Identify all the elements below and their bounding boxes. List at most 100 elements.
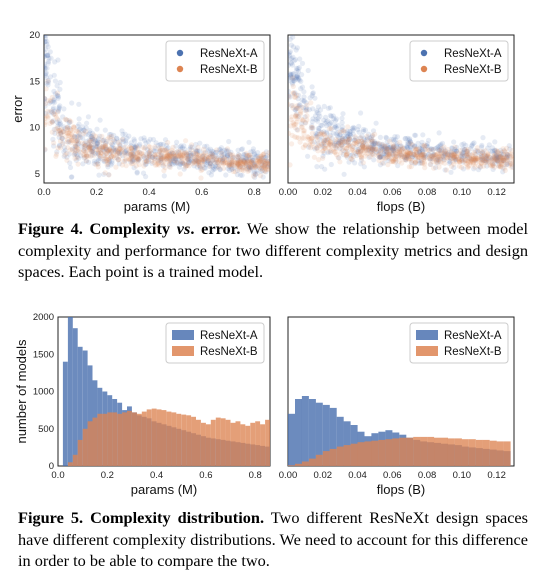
scatter-point	[178, 153, 184, 159]
scatter-point	[251, 150, 257, 156]
histogram-bar	[77, 346, 83, 466]
scatter-point	[214, 147, 220, 153]
scatter-point	[450, 152, 456, 159]
scatter-point	[55, 125, 61, 131]
scatter-point	[74, 155, 80, 161]
scatter-point	[165, 152, 171, 158]
scatter-point	[76, 116, 82, 122]
scatter-point	[406, 153, 412, 159]
scatter-point	[348, 128, 354, 135]
scatter-point	[338, 139, 344, 145]
scatter-point	[337, 138, 343, 144]
scatter-point	[381, 145, 387, 151]
x-tick-label: 0.02	[314, 187, 333, 198]
scatter-point	[137, 149, 143, 155]
scatter-point	[478, 160, 484, 166]
scatter-point	[235, 154, 241, 160]
scatter-point	[81, 141, 87, 147]
scatter-point	[109, 160, 115, 166]
scatter-point	[409, 154, 415, 160]
scatter-point	[162, 147, 168, 153]
scatter-point	[136, 143, 142, 149]
scatter-point	[453, 156, 459, 162]
scatter-point	[298, 110, 304, 116]
scatter-point	[344, 148, 350, 154]
scatter-point	[318, 134, 324, 140]
scatter-point	[372, 140, 378, 146]
scatter-point	[332, 118, 339, 124]
scatter-point	[466, 163, 472, 169]
histogram-bar	[72, 454, 78, 466]
scatter-point	[351, 137, 357, 143]
scatter-point	[462, 158, 468, 164]
scatter-point	[291, 121, 297, 127]
scatter-point	[390, 152, 396, 158]
scatter-point	[369, 134, 375, 140]
scatter-point	[196, 159, 202, 165]
scatter-point	[44, 35, 49, 39]
scatter-point	[326, 145, 332, 151]
scatter-point	[385, 153, 391, 159]
scatter-point	[296, 92, 302, 98]
histogram-bar	[301, 461, 309, 466]
scatter-point	[359, 147, 365, 153]
scatter-point	[210, 156, 216, 162]
scatter-point	[191, 163, 197, 169]
scatter-point	[339, 124, 346, 130]
scatter-point	[471, 161, 477, 168]
scatter-point	[178, 151, 184, 157]
scatter-point	[254, 170, 260, 176]
scatter-point	[200, 153, 206, 159]
scatter-point	[366, 147, 372, 153]
scatter-point	[200, 157, 206, 163]
scatter-point	[238, 146, 245, 153]
scatter-point	[235, 160, 241, 166]
scatter-point	[316, 125, 322, 132]
scatter-point	[183, 150, 189, 156]
scatter-point	[237, 159, 243, 165]
scatter-point	[490, 161, 496, 167]
scatter-point	[465, 163, 471, 169]
scatter-point	[435, 144, 441, 150]
histogram-bar	[176, 413, 182, 466]
scatter-point	[96, 172, 102, 178]
scatter-point	[258, 159, 264, 165]
histogram-bar	[454, 438, 462, 466]
scatter-point	[332, 123, 338, 129]
scatter-point	[235, 154, 241, 160]
scatter-point	[288, 123, 294, 129]
scatter-point	[258, 153, 264, 159]
scatter-point	[478, 148, 484, 154]
scatter-point	[442, 160, 448, 166]
scatter-point	[259, 159, 265, 165]
scatter-point	[300, 135, 307, 141]
scatter-point	[61, 149, 67, 155]
scatter-point	[470, 141, 476, 147]
scatter-point	[294, 105, 300, 111]
scatter-point	[46, 98, 52, 104]
histogram-bar	[399, 437, 407, 466]
scatter-point	[244, 161, 250, 167]
scatter-point	[193, 149, 199, 155]
scatter-point	[199, 159, 205, 165]
scatter-point	[392, 159, 398, 165]
scatter-point	[404, 140, 411, 146]
scatter-point	[84, 153, 90, 159]
scatter-point	[51, 96, 57, 102]
scatter-point	[474, 148, 480, 154]
scatter-point	[300, 105, 306, 111]
scatter-point	[257, 164, 263, 170]
scatter-point	[357, 135, 363, 141]
scatter-point	[296, 113, 302, 120]
scatter-point	[499, 149, 505, 155]
scatter-point	[321, 137, 328, 143]
scatter-point	[82, 142, 88, 149]
scatter-point	[159, 147, 166, 153]
scatter-point	[432, 151, 438, 157]
y-tick-label: 10	[29, 123, 40, 134]
scatter-point	[244, 156, 250, 162]
scatter-point	[352, 134, 358, 140]
scatter-point	[305, 153, 311, 159]
scatter-point	[132, 154, 138, 160]
scatter-point	[252, 157, 258, 164]
